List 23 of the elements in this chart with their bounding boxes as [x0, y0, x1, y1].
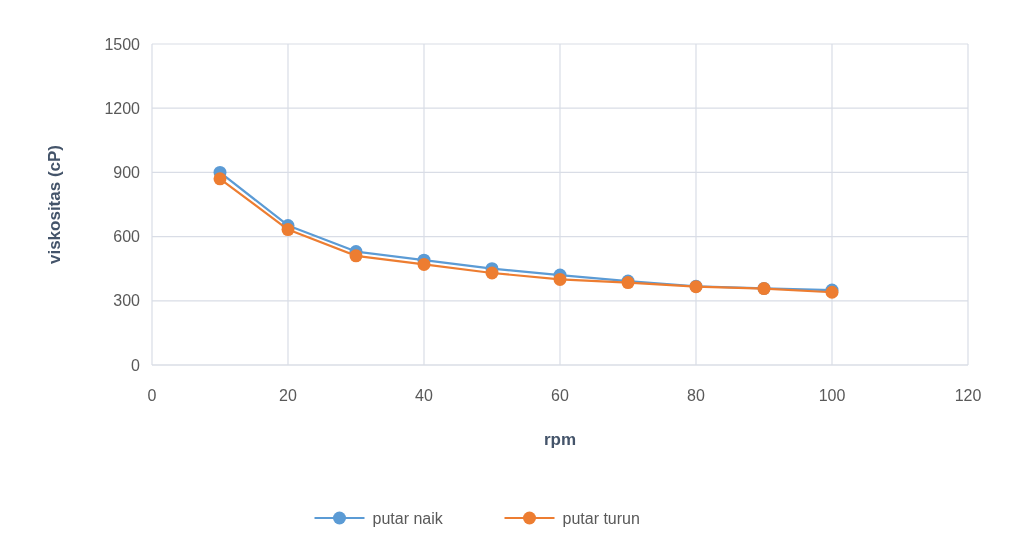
y-tick-label: 1500: [104, 35, 141, 53]
y-tick-label: 0: [131, 356, 141, 374]
y-axis-title: viskositas (cP): [45, 144, 64, 265]
y-tick-label: 600: [113, 228, 141, 246]
point: [349, 249, 363, 263]
point: [213, 172, 227, 186]
y-tick-label: 300: [113, 292, 141, 310]
y-tick-label: 900: [113, 164, 141, 181]
x-tick-label: 20: [279, 387, 297, 404]
point: [417, 257, 431, 271]
x-tick-label: 80: [687, 387, 705, 404]
x-tick-label: 60: [551, 387, 569, 404]
point: [553, 272, 567, 286]
legend-label: putar turun: [562, 509, 640, 527]
x-tick-label: 120: [954, 387, 982, 404]
x-axis-title: rpm: [543, 430, 577, 449]
legend-label: putar naik: [372, 509, 444, 527]
point: [281, 223, 295, 237]
x-tick-label: 0: [147, 387, 157, 404]
y-tick-label: 1200: [104, 99, 141, 117]
x-tick-label: 100: [818, 387, 846, 404]
point: [485, 266, 499, 280]
x-tick-label: 40: [415, 387, 433, 404]
